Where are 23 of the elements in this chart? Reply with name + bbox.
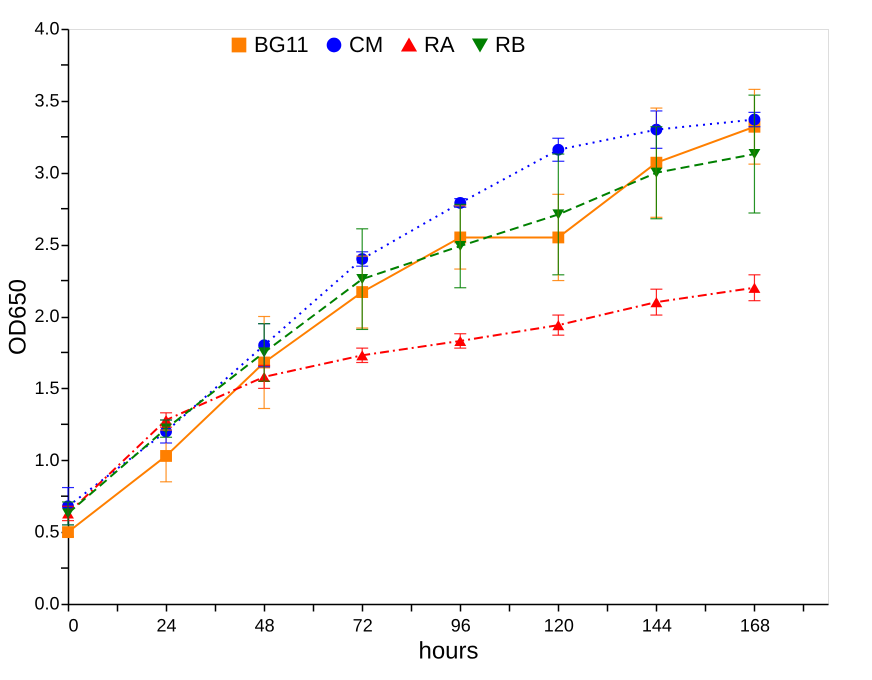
x-tick-label: 96 — [450, 616, 471, 636]
y-tick-label: 2.0 — [34, 306, 60, 326]
y-tick-label: 3.5 — [34, 90, 60, 110]
x-tick-label: 72 — [352, 616, 373, 636]
legend-label: RB — [495, 32, 526, 57]
y-tick-label: 4.0 — [34, 18, 60, 38]
legend-label: RA — [424, 32, 455, 57]
legend-label: CM — [349, 32, 384, 57]
x-tick-label: 120 — [544, 616, 574, 636]
y-tick-label: 0.5 — [34, 522, 60, 542]
y-tick-label: 2.5 — [34, 234, 60, 254]
y-tick-label: 1.0 — [34, 450, 60, 470]
x-axis-title: hours — [418, 638, 479, 664]
y-axis-title: OD650 — [4, 278, 32, 356]
y-tick-label: 3.0 — [34, 162, 60, 182]
x-tick-label: 24 — [156, 616, 177, 636]
legend-label: BG11 — [254, 32, 309, 57]
x-tick-label: 0 — [68, 616, 79, 636]
x-tick-label: 144 — [642, 616, 672, 636]
y-tick-label: 1.5 — [34, 378, 60, 398]
x-tick-label: 48 — [254, 616, 275, 636]
x-tick-label: 168 — [740, 616, 770, 636]
y-tick-label: 0.0 — [34, 594, 60, 614]
